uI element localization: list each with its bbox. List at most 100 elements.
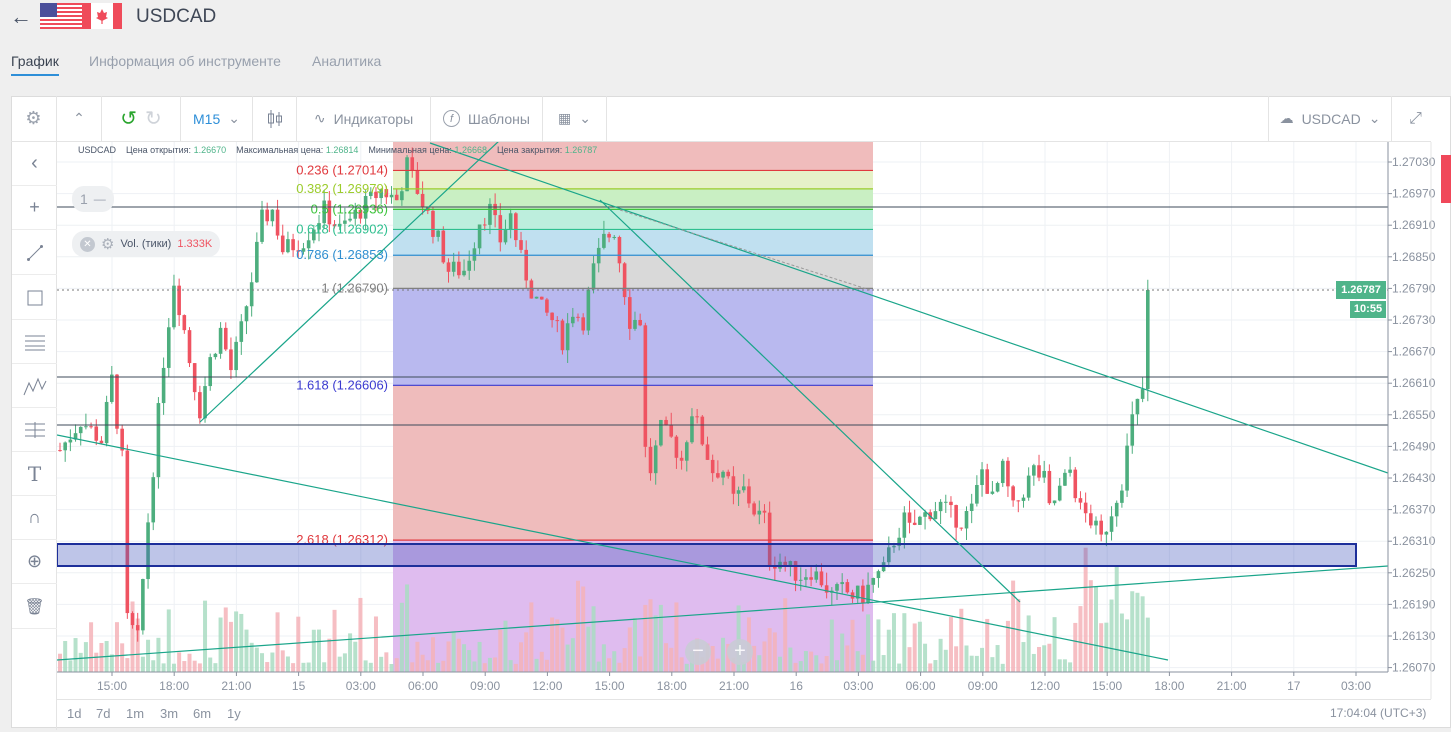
volume-bar bbox=[213, 663, 218, 672]
tab-chart[interactable]: График bbox=[11, 53, 59, 76]
volume-bar bbox=[917, 621, 922, 672]
volume-bar bbox=[187, 653, 192, 672]
volume-indicator-pill: ✕ ⚙ Vol. (тики) 1.333K bbox=[72, 231, 221, 257]
candle-body bbox=[565, 323, 570, 351]
volume-bar bbox=[891, 613, 896, 672]
range-7d[interactable]: 7d bbox=[96, 706, 111, 721]
candle-body bbox=[539, 296, 544, 300]
candle-body bbox=[462, 270, 466, 276]
volume-bar bbox=[1057, 659, 1062, 672]
undo-icon[interactable]: ↺ bbox=[120, 108, 137, 130]
indicators-label: Индикаторы bbox=[333, 110, 414, 127]
candle-body bbox=[933, 511, 938, 520]
candle-body bbox=[576, 316, 580, 318]
candle-body bbox=[120, 428, 124, 451]
candle-body bbox=[223, 327, 228, 350]
candle-body bbox=[172, 285, 176, 328]
range-1d[interactable]: 1d bbox=[67, 706, 82, 721]
candle-body bbox=[876, 571, 881, 579]
candle-body bbox=[1114, 502, 1119, 517]
calendar-icon: ▦ bbox=[558, 110, 572, 126]
pattern-tool[interactable] bbox=[12, 364, 57, 408]
candle-body bbox=[741, 486, 746, 491]
volume-bar bbox=[166, 609, 171, 672]
crosshair-tool[interactable]: + bbox=[12, 186, 57, 230]
text-tool[interactable]: T bbox=[12, 452, 57, 496]
candle-body bbox=[684, 442, 689, 461]
volume-bar bbox=[508, 660, 513, 672]
rectangle-tool[interactable] bbox=[12, 276, 57, 320]
volume-bar bbox=[576, 580, 580, 672]
volume-bar bbox=[881, 655, 886, 672]
templates-button[interactable]: f Шаблоны bbox=[431, 96, 543, 141]
candle-body bbox=[151, 477, 156, 523]
volume-bar bbox=[1011, 580, 1016, 672]
y-tick-label: 1.26310 bbox=[1392, 534, 1436, 548]
candle-body bbox=[1146, 289, 1150, 390]
volume-bar bbox=[358, 597, 363, 672]
timeframe-select[interactable]: M15 ⌄ bbox=[181, 96, 253, 141]
range-1m[interactable]: 1m bbox=[126, 706, 145, 721]
pane-selector[interactable]: 1— bbox=[72, 186, 114, 212]
candle-body bbox=[581, 317, 585, 331]
x-tick-label: 06:00 bbox=[408, 679, 438, 693]
fibonacci-icon bbox=[24, 421, 45, 438]
candle-body bbox=[550, 312, 554, 321]
settings-button[interactable]: ⚙ bbox=[11, 96, 57, 141]
calendar-button[interactable]: ▦ ⌄ bbox=[543, 96, 607, 141]
volume-bar bbox=[425, 660, 430, 672]
zoom-tool[interactable]: ⊕ bbox=[12, 540, 57, 584]
legend-high-label: Максимальная цена: bbox=[236, 145, 324, 155]
volume-bar bbox=[487, 657, 492, 672]
candle-body bbox=[89, 426, 93, 428]
zoom-out-button[interactable]: − bbox=[685, 639, 711, 665]
symbol-select[interactable]: ☁ USDCAD ⌄ bbox=[1268, 96, 1392, 141]
volume-bar bbox=[948, 617, 953, 672]
fib-tool[interactable] bbox=[12, 408, 57, 452]
collapse-sidebar-button[interactable]: ‹ bbox=[12, 142, 57, 186]
delete-drawings-button[interactable]: 🗑 bbox=[12, 585, 57, 629]
candle-body bbox=[1083, 502, 1088, 514]
range-1y[interactable]: 1y bbox=[227, 706, 241, 721]
candle-body bbox=[457, 261, 461, 276]
candle-body bbox=[752, 503, 756, 515]
volume-bar bbox=[301, 662, 306, 672]
undo-redo-group: ↺ ↻ bbox=[102, 96, 181, 141]
fullscreen-button[interactable]: ⤢ bbox=[1392, 96, 1439, 141]
volume-bar bbox=[829, 619, 834, 672]
volume-bar bbox=[907, 647, 912, 672]
zoom-in-button[interactable]: + bbox=[727, 639, 753, 665]
volume-bar bbox=[845, 645, 850, 672]
back-arrow-icon[interactable]: ← bbox=[10, 4, 32, 29]
fib-band bbox=[393, 170, 873, 189]
horizontal-lines-tool[interactable] bbox=[12, 320, 57, 364]
redo-icon[interactable]: ↻ bbox=[145, 108, 162, 130]
ohlc-legend: USDCAD Цена открытия: 1.26670 Максимальн… bbox=[78, 145, 597, 156]
scrollbar-thumb[interactable] bbox=[1441, 155, 1451, 203]
volume-bar bbox=[291, 663, 296, 672]
y-tick-label: 1.26370 bbox=[1392, 503, 1436, 517]
legend-open-label: Цена открытия: bbox=[126, 145, 192, 155]
volume-bar bbox=[125, 658, 130, 672]
range-6m[interactable]: 6m bbox=[193, 706, 212, 721]
candle-body bbox=[394, 194, 399, 201]
minus-icon[interactable]: — bbox=[93, 192, 106, 206]
tab-analytics[interactable]: Аналитика bbox=[312, 53, 382, 69]
magnet-tool[interactable]: ∩ bbox=[12, 496, 57, 540]
gear-icon[interactable]: ⚙ bbox=[101, 236, 115, 253]
candle-body bbox=[804, 577, 808, 580]
fib-band bbox=[393, 209, 873, 230]
rectangle-icon bbox=[27, 290, 42, 305]
candle-body bbox=[716, 473, 720, 478]
indicators-button[interactable]: ∿ Индикаторы bbox=[297, 96, 431, 141]
candle-body bbox=[845, 582, 850, 593]
close-icon[interactable]: ✕ bbox=[80, 236, 95, 252]
fullscreen-icon: ⤢ bbox=[1409, 109, 1422, 127]
chart-type-button[interactable] bbox=[253, 96, 297, 141]
range-3m[interactable]: 3m bbox=[160, 706, 179, 721]
trendline-tool[interactable] bbox=[12, 231, 57, 275]
collapse-button[interactable]: ⌃ bbox=[57, 96, 102, 141]
tab-instrument-info[interactable]: Информация об инструменте bbox=[89, 53, 281, 69]
volume-bar bbox=[317, 629, 321, 672]
